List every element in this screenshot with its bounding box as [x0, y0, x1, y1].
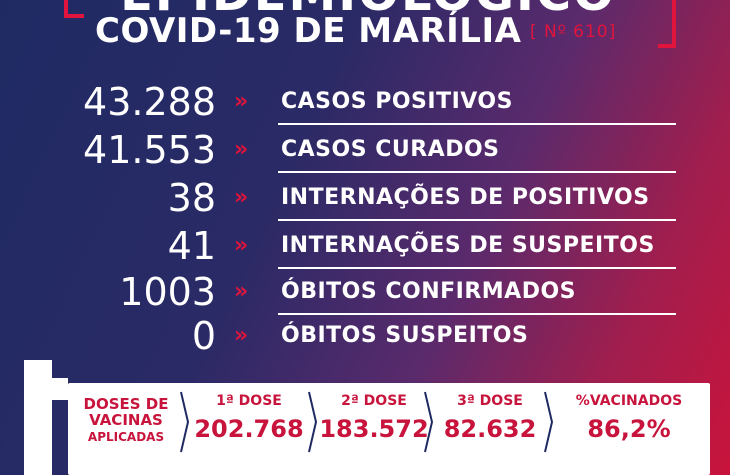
- stat-value: 1003: [119, 270, 216, 314]
- dose1-value: 202.768: [194, 415, 304, 443]
- dose3-label: 3ª DOSE: [457, 393, 523, 409]
- bracket-right-decoration: [658, 0, 676, 48]
- issue-number: [ Nº 610]: [530, 22, 617, 42]
- stat-row-recovered-cases: 41.553 » CASOS CURADOS: [0, 128, 730, 173]
- double-chevron-icon: »: [234, 89, 248, 114]
- vaccinated-percent-column: %VACINADOS 86,2%: [554, 393, 704, 443]
- vaccinated-percent-label: %VACINADOS: [575, 393, 683, 409]
- stat-value: 0: [191, 314, 216, 358]
- divider: [278, 313, 676, 315]
- dose2-label: 2ª DOSE: [341, 393, 407, 409]
- divider: [278, 123, 676, 125]
- stat-row-positive-hospitalizations: 38 » INTERNAÇÕES DE POSITIVOS: [0, 176, 730, 221]
- stat-value: 43.288: [83, 80, 216, 124]
- divider: [278, 171, 676, 173]
- double-chevron-icon: »: [234, 279, 248, 304]
- stat-row-positive-cases: 43.288 » CASOS POSITIVOS: [0, 80, 730, 125]
- h-bracket-crossbar: [24, 378, 68, 400]
- divider: [278, 267, 676, 269]
- vaccine-heading: DOSES DE VACINAS APLICADAS: [74, 395, 178, 444]
- vaccine-heading-line3: APLICADAS: [87, 429, 165, 444]
- stat-label: CASOS POSITIVOS: [281, 89, 513, 114]
- stat-label: INTERNAÇÕES DE SUSPEITOS: [281, 233, 655, 258]
- bulletin-subtitle: COVID-19 DE MARÍLIA: [95, 11, 522, 51]
- stat-row-suspected-deaths: 0 » ÓBITOS SUSPEITOS: [0, 314, 730, 358]
- stat-label: CASOS CURADOS: [281, 137, 500, 162]
- double-chevron-icon: »: [234, 137, 248, 162]
- stat-row-suspected-hospitalizations: 41 » INTERNAÇÕES DE SUSPEITOS: [0, 224, 730, 269]
- dose3-value: 82.632: [443, 415, 537, 443]
- chevron-separator-icon: [180, 391, 190, 453]
- dose3-column: 3ª DOSE 82.632: [434, 393, 546, 443]
- stat-value: 38: [167, 176, 216, 220]
- stat-label: INTERNAÇÕES DE POSITIVOS: [281, 185, 650, 210]
- dose1-column: 1ª DOSE 202.768: [190, 393, 308, 443]
- chevron-separator-icon: [544, 391, 554, 453]
- divider: [278, 219, 676, 221]
- dose1-label: 1ª DOSE: [216, 393, 282, 409]
- double-chevron-icon: »: [234, 233, 248, 258]
- double-chevron-icon: »: [234, 323, 248, 348]
- chevron-separator-icon: [424, 391, 434, 453]
- vaccine-panel: DOSES DE VACINAS APLICADAS 1ª DOSE 202.7…: [68, 383, 710, 475]
- vaccine-heading-line1: DOSES DE: [83, 395, 169, 413]
- vaccine-heading-line2: VACINAS: [89, 410, 163, 429]
- stat-row-confirmed-deaths: 1003 » ÓBITOS CONFIRMADOS: [0, 270, 730, 315]
- stat-label: ÓBITOS CONFIRMADOS: [281, 279, 577, 304]
- stat-label: ÓBITOS SUSPEITOS: [281, 323, 529, 348]
- dose2-value: 183.572: [319, 415, 429, 443]
- double-chevron-icon: »: [234, 185, 248, 210]
- chevron-separator-icon: [308, 391, 318, 453]
- vaccinated-percent-value: 86,2%: [587, 415, 671, 443]
- bracket-left-decoration: [64, 0, 84, 18]
- stat-value: 41.553: [83, 128, 216, 172]
- dose2-column: 2ª DOSE 183.572: [318, 393, 430, 443]
- stat-value: 41: [167, 224, 216, 268]
- bulletin-title: EPIDEMIOLÓGICO: [88, 0, 648, 18]
